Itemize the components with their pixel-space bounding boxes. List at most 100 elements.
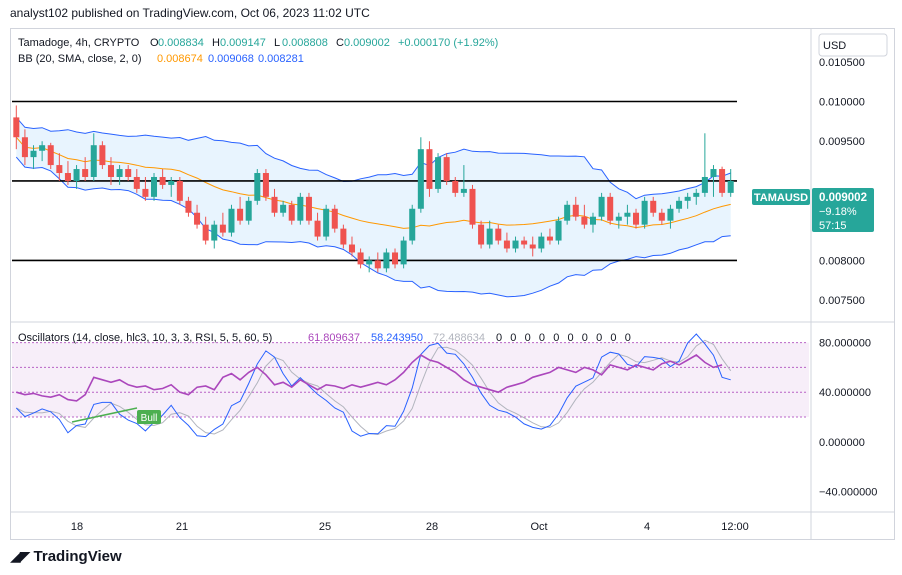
osc-zero-value: 0	[625, 332, 631, 344]
footer-brand[interactable]: ◢◤ TradingView	[10, 548, 122, 565]
candle-body	[667, 208, 674, 221]
candle-body	[219, 224, 226, 233]
candle-body	[650, 200, 657, 213]
osc-zero-value: 0	[568, 332, 574, 344]
candle-body	[538, 236, 545, 249]
oscillator-scale[interactable]: 80.000000 40.000000 0.000000 −40.000000	[819, 338, 877, 499]
osc-zero-value: 0	[510, 332, 516, 344]
legend-change: +0.000170 (+1.92%)	[398, 37, 498, 49]
bb-lower-line	[15, 156, 731, 298]
candle-body	[82, 169, 89, 177]
ohlc-h-value: 0.009147	[220, 37, 266, 49]
candle-body	[194, 212, 201, 225]
footer-brand-text: TradingView	[33, 548, 122, 565]
price-pane	[12, 100, 737, 298]
candle-body	[633, 212, 640, 225]
candle-body	[392, 252, 399, 265]
candle-body	[529, 244, 536, 249]
candle-body	[271, 196, 278, 213]
candle-body	[546, 236, 553, 241]
candle-body	[99, 145, 106, 166]
candle-body	[598, 196, 605, 217]
ohlc-l-label: L	[274, 37, 280, 49]
bar-countdown: 57:15	[819, 220, 847, 232]
bull-divergence-line	[71, 407, 138, 423]
bull-label: Bull	[141, 413, 158, 424]
publisher-caption: analyst102 published on TradingView.com,…	[10, 6, 370, 20]
candle-body	[701, 176, 708, 193]
candle-body	[417, 149, 424, 209]
candle-body	[564, 204, 571, 221]
candle-body	[159, 176, 166, 185]
candle-body	[495, 228, 502, 241]
candle-body	[486, 228, 493, 245]
currency-button[interactable]	[818, 33, 888, 57]
symbol-badge	[752, 189, 810, 205]
candle-body	[374, 260, 381, 269]
osc-zero-value: 0	[553, 332, 559, 344]
candle-body	[211, 224, 218, 241]
time-tick-label: 18	[71, 521, 83, 533]
bb-upper-value: 0.009068	[208, 53, 254, 65]
candle-body	[125, 169, 132, 177]
last-price: 0.009002	[819, 192, 867, 204]
candle-body	[21, 137, 28, 158]
candle-body	[314, 220, 321, 237]
candle-body	[641, 200, 648, 225]
candle-body	[426, 149, 433, 189]
chart-frame[interactable]	[10, 28, 895, 540]
candle-body	[615, 216, 622, 221]
price-tick-label: 0.007500	[819, 295, 865, 307]
ohlc-c-value: 0.009002	[344, 37, 390, 49]
candle-body	[56, 165, 63, 174]
time-axis[interactable]: 18 21 25 28 Oct 4 12:00	[71, 521, 749, 533]
candle-body	[107, 165, 114, 177]
osc-rsi-line	[16, 354, 723, 402]
candle-body	[262, 173, 269, 197]
candle-body	[297, 196, 304, 221]
bb-basis-value: 0.008674	[157, 53, 203, 65]
ohlc-o-value: 0.008834	[158, 37, 204, 49]
time-tick-label: 25	[319, 521, 331, 533]
candle-body	[581, 216, 588, 225]
time-tick-label: Oct	[530, 521, 547, 533]
candle-body	[589, 216, 596, 225]
bb-lower-value: 0.008281	[258, 53, 304, 65]
candle-body	[64, 173, 71, 181]
candle-body	[331, 208, 338, 229]
candle-body	[245, 200, 252, 221]
time-tick-label: 4	[644, 521, 650, 533]
candle-body	[460, 188, 467, 193]
candle-body	[305, 196, 312, 221]
osc-tick-label: 40.000000	[819, 387, 871, 399]
candle-body	[684, 196, 691, 201]
price-scale[interactable]: 0.0105000.0100000.0095000.0085000.008000…	[819, 57, 865, 307]
candle-body	[237, 208, 244, 221]
candle-body	[607, 196, 614, 221]
candle-body	[478, 224, 485, 245]
candle-body	[443, 157, 450, 181]
candle-body	[47, 145, 54, 166]
candle-body	[30, 150, 37, 158]
candle-body	[176, 180, 183, 201]
osc-band-fill	[12, 342, 809, 417]
candle-body	[39, 145, 46, 151]
price-tick-label: 0.010500	[819, 57, 865, 69]
chart-canvas[interactable]: Tamadoge, 4h, CRYPTO O 0.008834 H 0.009147 L…	[0, 0, 902, 545]
candle-body	[409, 208, 416, 241]
osc-zero-value: 0	[496, 332, 502, 344]
bb-upper-line	[15, 117, 731, 200]
candle-body	[142, 188, 149, 197]
candle-body	[693, 192, 700, 197]
price-tick-label: 0.010000	[819, 97, 865, 109]
candle-body	[13, 117, 20, 138]
candle-body	[719, 169, 726, 193]
currency-label: USD	[823, 40, 846, 52]
osc-stoch-line	[15, 333, 731, 438]
candle-body	[503, 240, 510, 249]
candle-body	[624, 212, 631, 217]
osc-tick-label: 0.000000	[819, 437, 865, 449]
candle-body	[710, 169, 717, 177]
bb-legend-label: BB (20, SMA, close, 2, 0)	[18, 53, 142, 65]
time-tick-label: 21	[176, 521, 188, 533]
